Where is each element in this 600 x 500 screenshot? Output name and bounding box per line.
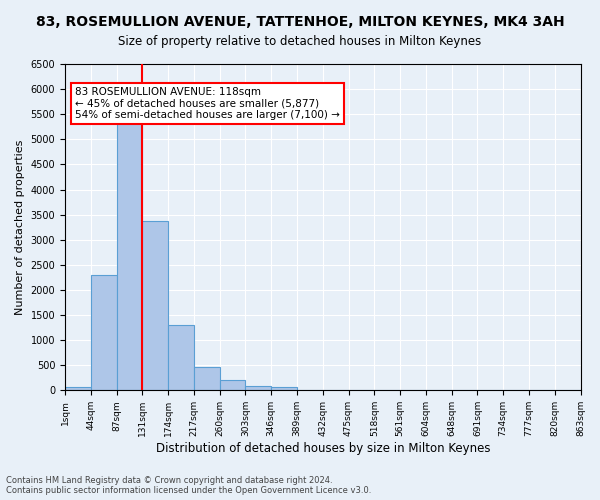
Bar — [65, 386, 91, 390]
Y-axis label: Number of detached properties: Number of detached properties — [15, 140, 25, 315]
Bar — [271, 387, 297, 390]
Bar — [168, 325, 194, 390]
Text: 83, ROSEMULLION AVENUE, TATTENHOE, MILTON KEYNES, MK4 3AH: 83, ROSEMULLION AVENUE, TATTENHOE, MILTO… — [35, 15, 565, 29]
Bar — [142, 220, 168, 390]
Text: Contains HM Land Registry data © Crown copyright and database right 2024.
Contai: Contains HM Land Registry data © Crown c… — [6, 476, 371, 495]
Bar — [116, 116, 142, 390]
Text: Size of property relative to detached houses in Milton Keynes: Size of property relative to detached ho… — [118, 35, 482, 48]
X-axis label: Distribution of detached houses by size in Milton Keynes: Distribution of detached houses by size … — [155, 442, 490, 455]
Bar — [194, 368, 220, 390]
Text: 83 ROSEMULLION AVENUE: 118sqm
← 45% of detached houses are smaller (5,877)
54% o: 83 ROSEMULLION AVENUE: 118sqm ← 45% of d… — [76, 87, 340, 120]
Bar — [91, 275, 116, 390]
Bar — [220, 380, 245, 390]
Bar — [245, 386, 271, 390]
